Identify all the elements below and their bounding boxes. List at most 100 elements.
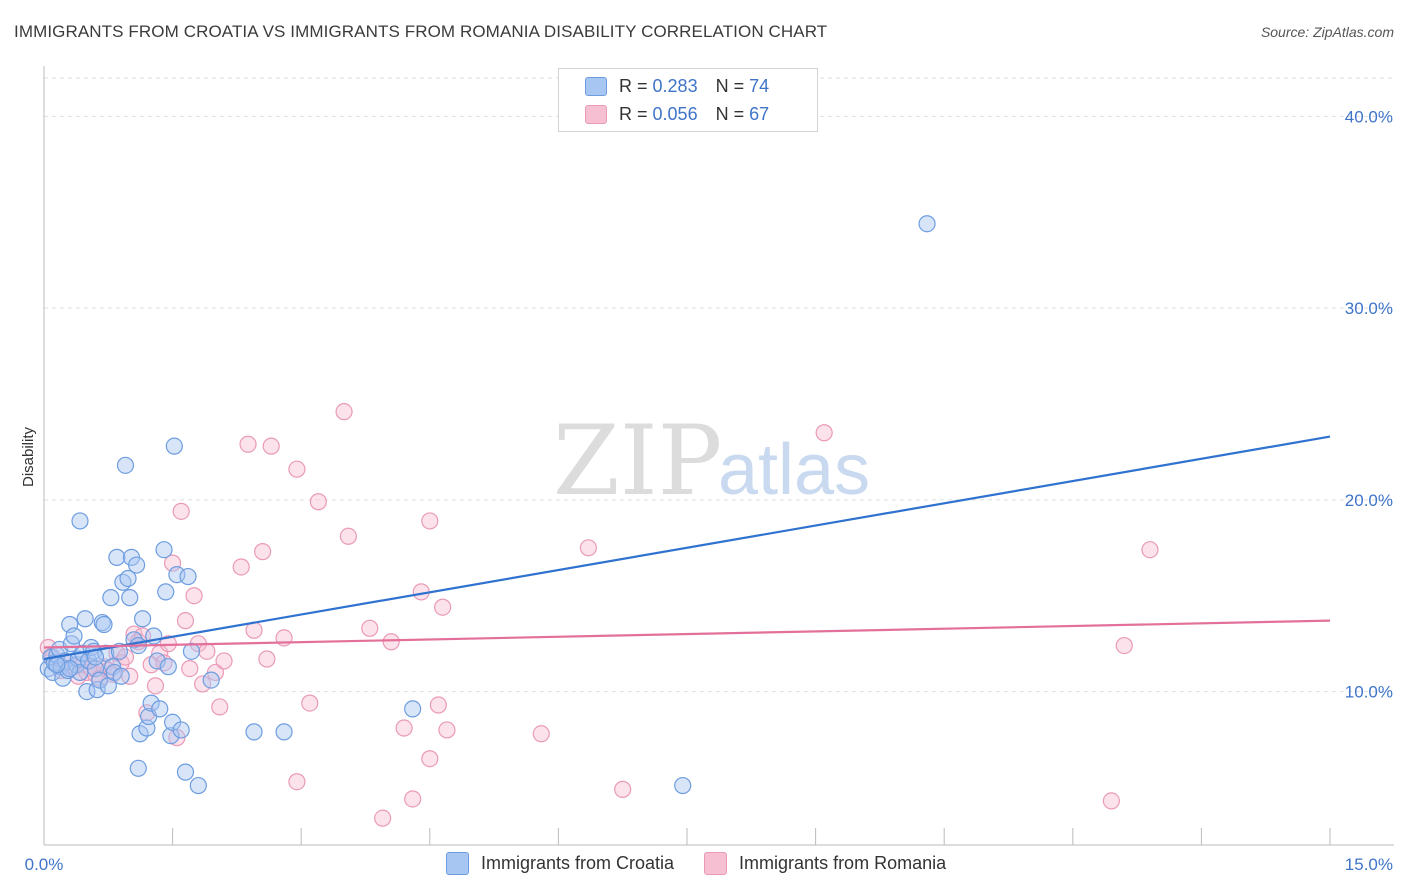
- croatia-point: [127, 556, 146, 574]
- romania-point: [532, 725, 550, 743]
- watermark: ZIP atlas: [553, 405, 870, 517]
- romania-point: [258, 650, 276, 668]
- trend-lines: [43, 435, 1331, 661]
- y-tick-label: 10.0%: [1345, 683, 1393, 702]
- romania-point: [194, 675, 212, 693]
- r-value: 0.283: [652, 75, 698, 96]
- romania-point: [211, 698, 229, 716]
- chart-title: IMMIGRANTS FROM CROATIA VS IMMIGRANTS FR…: [14, 22, 828, 41]
- gridlines: [44, 77, 1394, 693]
- croatia-point: [172, 721, 190, 739]
- romania-point: [1102, 792, 1120, 810]
- croatia-point: [95, 615, 113, 634]
- croatia-point: [245, 723, 263, 741]
- y-tick-labels: 10.0% 20.0% 30.0% 40.0%: [1345, 107, 1393, 701]
- croatia-point: [121, 589, 139, 607]
- y-tick-label: 20.0%: [1345, 491, 1393, 510]
- legend-item-romania[interactable]: Immigrants from Romania: [704, 852, 946, 875]
- croatia-point: [176, 763, 195, 781]
- romania-point: [421, 750, 439, 768]
- romania-point: [395, 719, 413, 737]
- romania-point: [239, 435, 257, 453]
- croatia-point: [131, 725, 149, 743]
- romania-point: [1115, 636, 1133, 655]
- romania-point: [181, 659, 199, 678]
- romania-legend-swatch: [704, 852, 728, 875]
- croatia-point: [162, 727, 180, 745]
- croatia-point: [88, 681, 106, 699]
- croatia-point: [179, 567, 197, 586]
- croatia-point: [165, 437, 183, 455]
- croatia-swatch: [585, 76, 607, 96]
- romania-point: [301, 694, 319, 712]
- croatia-point: [155, 541, 173, 559]
- croatia-legend-label: Immigrants from Croatia: [481, 853, 675, 873]
- source-label: Source: ZipAtlas.com: [1260, 24, 1394, 40]
- romania-point: [232, 558, 250, 576]
- croatia-point: [151, 700, 169, 718]
- croatia-point: [65, 627, 83, 645]
- n-value: 67: [749, 103, 770, 124]
- correlation-legend: R = 0.283 N = 74 R = 0.056 N = 67: [558, 68, 818, 132]
- croatia-point: [61, 659, 79, 678]
- croatia-point: [112, 667, 130, 685]
- croatia-point: [78, 682, 96, 701]
- romania-point: [382, 633, 400, 651]
- romania-point: [614, 780, 632, 798]
- legend-row-croatia: R = 0.283 N = 74: [585, 74, 769, 98]
- romania-legend-label: Immigrants from Romania: [739, 853, 947, 873]
- romania-point: [815, 424, 833, 442]
- romania-point: [434, 598, 452, 616]
- axes: [43, 66, 1394, 846]
- legend-row-romania: R = 0.056 N = 67: [585, 102, 769, 126]
- romania-trend-line: [43, 619, 1331, 649]
- romania-point: [404, 790, 422, 808]
- croatia-point: [71, 512, 89, 530]
- legend-item-croatia[interactable]: Immigrants from Croatia: [446, 852, 674, 875]
- romania-point: [335, 403, 353, 421]
- y-axis-title: Disability: [20, 426, 37, 487]
- croatia-trend-line: [43, 435, 1331, 661]
- croatia-point: [119, 569, 137, 588]
- r-label: R =: [619, 103, 648, 124]
- romania-point: [185, 587, 203, 605]
- romania-point: [361, 619, 379, 637]
- romania-points: [39, 403, 1159, 827]
- croatia-legend-swatch: [446, 852, 469, 875]
- croatia-point: [189, 776, 207, 795]
- croatia-points: [39, 215, 936, 795]
- croatia-point: [182, 642, 201, 660]
- y-tick-label: 30.0%: [1345, 299, 1393, 318]
- romania-point: [198, 642, 216, 660]
- croatia-point: [275, 723, 293, 741]
- croatia-point: [48, 656, 66, 674]
- watermark-zip: ZIP: [553, 405, 722, 517]
- romania-point: [429, 696, 447, 714]
- x-tick-labels: 0.0% 15.0%: [25, 855, 1393, 874]
- romania-point: [579, 539, 598, 557]
- croatia-point: [142, 694, 160, 712]
- romania-point: [288, 460, 306, 478]
- romania-point: [339, 527, 357, 545]
- croatia-point: [133, 610, 152, 628]
- r-label: R =: [619, 75, 648, 96]
- croatia-point: [404, 700, 422, 718]
- croatia-point: [202, 671, 220, 689]
- romania-point: [309, 493, 327, 511]
- x-tick-label-min: 0.0%: [25, 855, 64, 874]
- romania-point: [215, 652, 233, 670]
- romania-point: [262, 437, 280, 455]
- r-value: 0.056: [652, 103, 698, 124]
- n-label: N =: [715, 103, 745, 124]
- croatia-point: [91, 671, 109, 689]
- romania-point: [1141, 541, 1159, 559]
- romania-point: [288, 773, 306, 791]
- romania-point: [421, 512, 439, 530]
- croatia-point: [108, 548, 126, 566]
- croatia-point: [157, 583, 175, 601]
- croatia-point: [674, 776, 692, 795]
- romania-point: [438, 721, 456, 739]
- romania-point: [146, 677, 165, 695]
- romania-point: [176, 612, 195, 630]
